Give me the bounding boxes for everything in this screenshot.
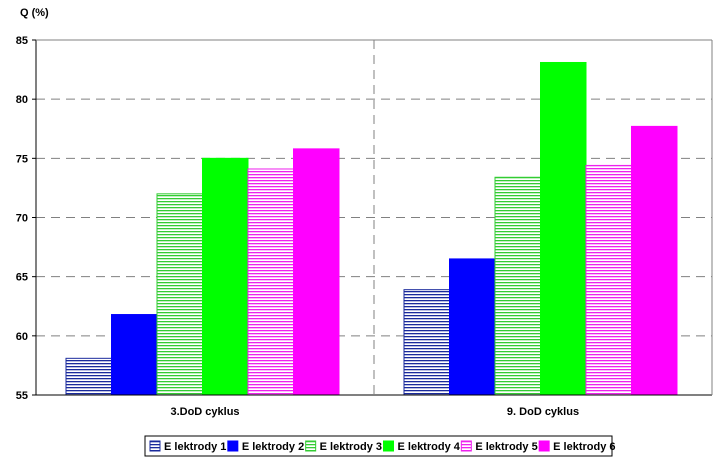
bar [449, 258, 496, 396]
y-tick-label: 80 [16, 94, 28, 106]
legend-label: E lektrody 4 [398, 441, 461, 453]
bar [156, 193, 203, 396]
y-tick-labels: 55 60 65 70 75 80 85 [16, 35, 28, 402]
legend: E lektrody 1 E lektrody 2 E lektrody 3 E le… [144, 435, 616, 457]
x-tick-label: 3.DoD cyklus [170, 406, 239, 418]
bar [247, 168, 294, 396]
y-axis-title: Q (%) [20, 7, 49, 19]
bar-series [65, 61, 678, 396]
legend-swatch [227, 440, 239, 452]
bar [293, 148, 340, 396]
legend-swatch [460, 440, 472, 452]
legend-label: E lektrody 6 [553, 441, 615, 453]
legend-label: E lektrody 5 [475, 441, 537, 453]
bar [202, 157, 249, 396]
legend-label: E lektrody 1 [164, 441, 226, 453]
bar [494, 176, 541, 396]
y-tick-label: 55 [16, 390, 28, 402]
bar [65, 357, 112, 396]
bar [631, 125, 678, 396]
legend-swatch [305, 440, 317, 452]
y-tick-label: 85 [16, 35, 28, 47]
legend-label: E lektrody 2 [242, 441, 304, 453]
x-tick-labels: 3.DoD cyklus 9. DoD cyklus [170, 406, 579, 418]
y-tick-label: 70 [16, 213, 28, 225]
y-tick-label: 65 [16, 272, 28, 284]
legend-swatch [149, 440, 161, 452]
bar [403, 289, 450, 396]
y-tick-label: 75 [16, 153, 28, 165]
bar [585, 164, 632, 396]
legend-label: E lektrody 3 [320, 441, 382, 453]
y-tick-label: 60 [16, 331, 28, 343]
legend-swatch [538, 440, 550, 452]
legend-swatch [383, 440, 394, 452]
bar [540, 61, 587, 396]
legend-box [144, 435, 613, 457]
axes [35, 39, 713, 396]
bar [111, 314, 158, 396]
x-tick-label: 9. DoD cyklus [507, 406, 579, 418]
